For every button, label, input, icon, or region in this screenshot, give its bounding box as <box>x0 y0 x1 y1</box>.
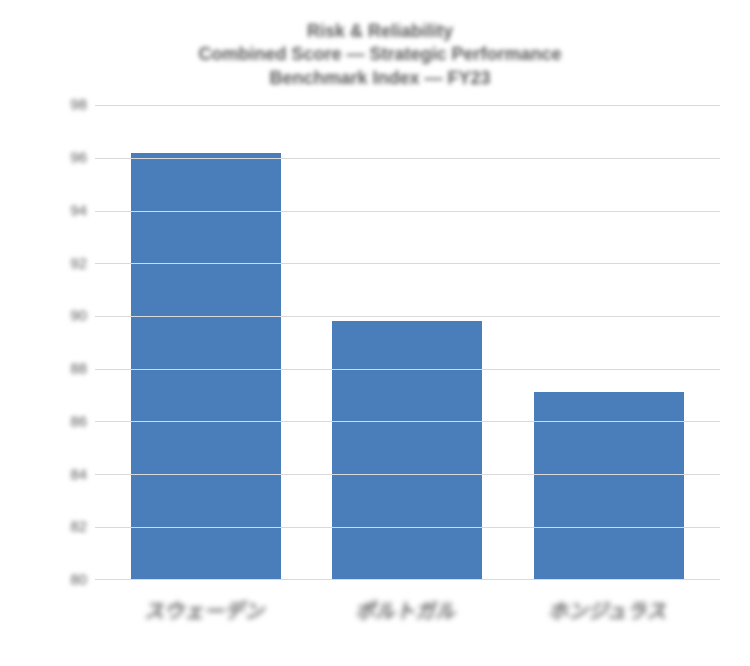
gridline <box>95 263 720 264</box>
plot-area: 80828486889092949698 <box>40 105 720 580</box>
bar <box>332 321 482 579</box>
y-tick: 80 <box>70 572 87 589</box>
gridline <box>95 421 720 422</box>
y-tick: 88 <box>70 361 87 378</box>
gridline <box>95 527 720 528</box>
chart-container: Risk & ReliabilityCombined Score — Strat… <box>40 20 720 650</box>
y-tick: 84 <box>70 466 87 483</box>
y-axis: 80828486889092949698 <box>40 105 95 580</box>
bars-row <box>95 105 720 579</box>
y-tick: 90 <box>70 308 87 325</box>
x-label: スウェーデン <box>128 595 284 624</box>
title-line: Benchmark Index — FY23 <box>40 67 720 90</box>
y-tick: 98 <box>70 97 87 114</box>
y-tick: 94 <box>70 202 87 219</box>
x-label: ホンジュラス <box>531 595 687 624</box>
x-axis: スウェーデン ポルトガル ホンジュラス <box>95 595 720 624</box>
y-tick: 82 <box>70 519 87 536</box>
y-tick: 86 <box>70 413 87 430</box>
gridline <box>95 105 720 106</box>
chart-title: Risk & ReliabilityCombined Score — Strat… <box>40 20 720 90</box>
y-tick: 92 <box>70 255 87 272</box>
grid-area <box>95 105 720 580</box>
gridline <box>95 579 720 580</box>
title-line: Risk & Reliability <box>40 20 720 43</box>
y-tick: 96 <box>70 149 87 166</box>
gridline <box>95 158 720 159</box>
gridline <box>95 211 720 212</box>
gridline <box>95 369 720 370</box>
gridline <box>95 474 720 475</box>
gridline <box>95 316 720 317</box>
title-line: Combined Score — Strategic Performance <box>40 43 720 66</box>
bar <box>131 153 281 580</box>
x-label: ポルトガル <box>329 595 485 624</box>
